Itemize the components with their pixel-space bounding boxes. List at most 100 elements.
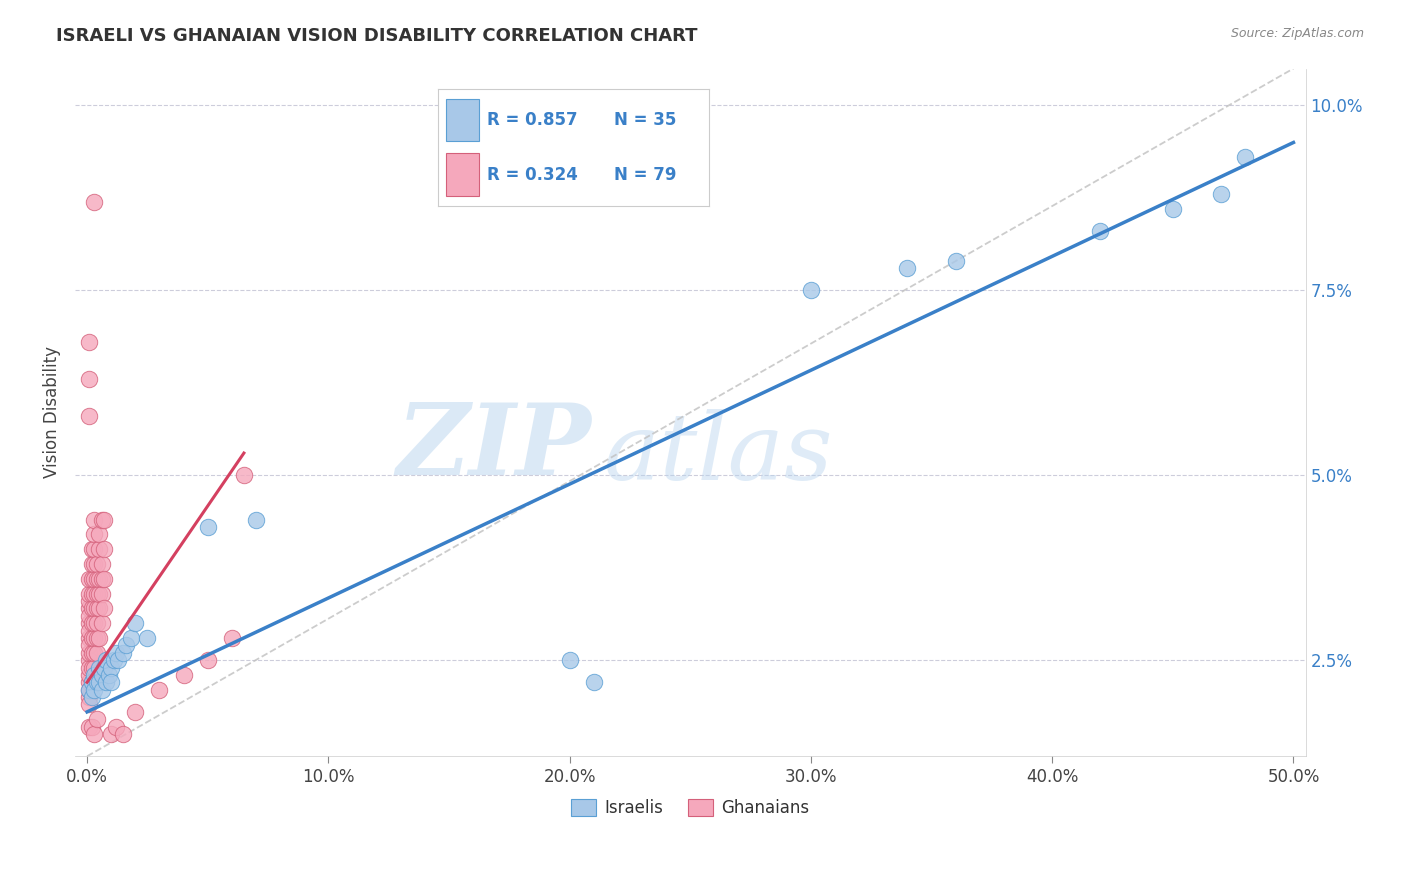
Point (80, 646, 103, 660)
Point (89, 586, 111, 600)
Point (90, 682, 112, 697)
Point (79, 720, 101, 734)
Point (96, 675, 118, 690)
Point (79, 675, 101, 690)
Point (582, 675, 605, 690)
Point (221, 631, 243, 645)
Point (1161, 202, 1184, 216)
Point (80, 586, 103, 600)
Point (79, 660, 101, 674)
Point (79, 335, 101, 350)
Point (83, 682, 105, 697)
Point (83, 631, 105, 645)
Point (945, 253, 967, 268)
Point (83, 557, 105, 571)
Point (93, 572, 115, 586)
Point (79, 631, 101, 645)
Point (89, 660, 111, 674)
Point (800, 284, 823, 298)
Point (79, 601, 101, 615)
Point (93, 513, 115, 527)
Point (105, 720, 128, 734)
Point (79, 646, 101, 660)
Point (100, 727, 122, 741)
Point (83, 646, 105, 660)
Point (79, 653, 101, 667)
Point (83, 513, 105, 527)
Point (114, 638, 136, 652)
Point (83, 727, 105, 741)
Point (79, 698, 101, 712)
Point (89, 542, 111, 557)
Point (80, 557, 103, 571)
Point (83, 601, 105, 615)
Point (136, 631, 159, 645)
Point (173, 668, 195, 682)
Point (83, 572, 105, 586)
Point (79, 372, 101, 386)
Point (89, 675, 111, 690)
Point (90, 513, 112, 527)
Point (90, 668, 112, 682)
Point (83, 194, 105, 209)
Point (83, 527, 105, 541)
Point (97, 668, 120, 682)
Point (79, 638, 101, 652)
Point (79, 594, 101, 608)
Y-axis label: Vision Disability: Vision Disability (44, 346, 60, 478)
Point (83, 668, 105, 682)
Point (96, 653, 118, 667)
Point (90, 557, 112, 571)
Text: Source: ZipAtlas.com: Source: ZipAtlas.com (1230, 27, 1364, 40)
Point (79, 409, 101, 423)
Point (1090, 224, 1112, 238)
Point (245, 513, 267, 527)
Point (1209, 187, 1232, 202)
Point (120, 631, 142, 645)
Point (107, 653, 129, 667)
Point (103, 653, 125, 667)
Point (105, 646, 128, 660)
Point (79, 608, 101, 623)
Point (90, 572, 112, 586)
Point (79, 586, 101, 600)
Point (80, 690, 103, 705)
Point (83, 616, 105, 631)
Point (197, 520, 219, 534)
Point (80, 616, 103, 631)
Point (1234, 150, 1257, 164)
Point (80, 631, 103, 645)
Point (93, 660, 115, 674)
Point (80, 720, 103, 734)
Point (100, 660, 122, 674)
Point (80, 542, 103, 557)
Point (148, 682, 170, 697)
Point (232, 468, 254, 483)
Point (86, 631, 108, 645)
Point (79, 616, 101, 631)
Point (86, 601, 108, 615)
Point (86, 646, 108, 660)
Point (79, 668, 101, 682)
Point (86, 675, 108, 690)
Point (80, 660, 103, 674)
Point (89, 601, 111, 615)
Point (79, 690, 101, 705)
Point (83, 586, 105, 600)
Text: atlas: atlas (605, 409, 834, 499)
Point (90, 586, 112, 600)
Point (93, 601, 115, 615)
Point (112, 727, 135, 741)
Point (93, 542, 115, 557)
Point (79, 624, 101, 638)
Text: ZIP: ZIP (396, 399, 592, 495)
Point (197, 653, 219, 667)
Point (124, 705, 146, 719)
Point (896, 261, 918, 276)
Point (100, 675, 122, 690)
Point (86, 557, 108, 571)
Point (89, 631, 111, 645)
Point (86, 586, 108, 600)
Point (89, 572, 111, 586)
Point (558, 653, 581, 667)
